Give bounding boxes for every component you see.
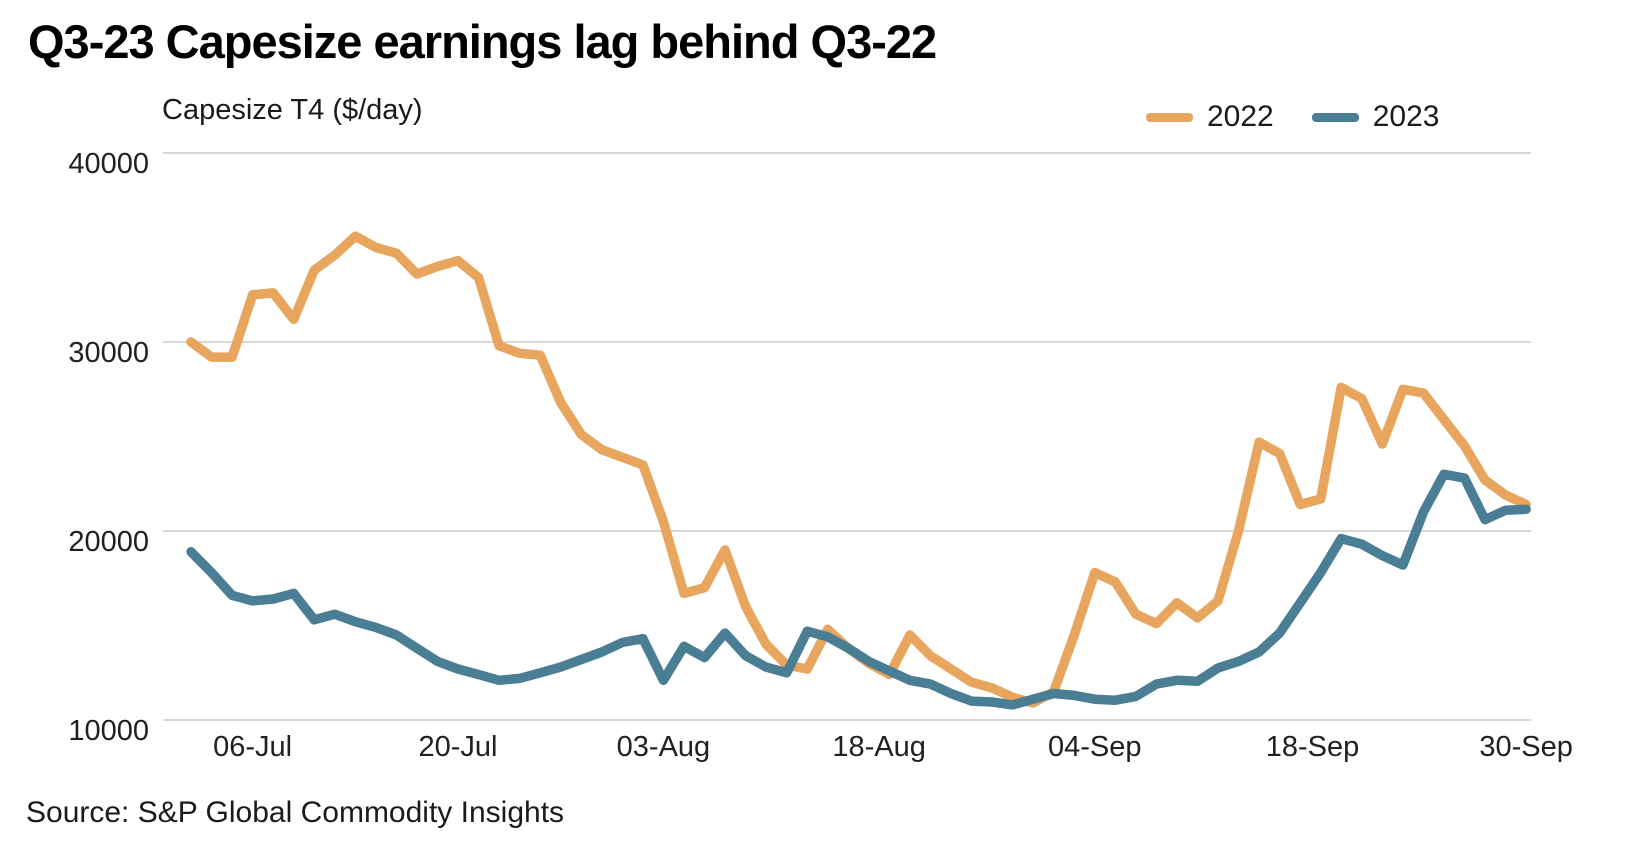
x-tick-label: 18-Aug xyxy=(832,731,926,763)
source-note: Source: S&P Global Commodity Insights xyxy=(26,796,565,829)
x-tick-label: 20-Jul xyxy=(419,731,498,763)
legend-swatch-2022 xyxy=(1146,112,1193,122)
x-tick-label: 03-Aug xyxy=(617,731,711,763)
legend-label-2023: 2023 xyxy=(1372,100,1440,133)
x-tick-label: 18-Sep xyxy=(1266,731,1360,763)
y-tick-label: 10000 xyxy=(68,715,149,747)
y-tick-label: 20000 xyxy=(68,526,149,558)
chart-title: Q3-23 Capesize earnings lag behind Q3-22 xyxy=(28,15,937,68)
x-tick-label: 06-Jul xyxy=(213,731,292,763)
y-axis-unit-label: Capesize T4 ($/day) xyxy=(162,94,423,126)
x-tick-label: 30-Sep xyxy=(1479,731,1573,763)
legend: 2022 2023 xyxy=(1146,100,1440,134)
legend-item-2022: 2022 xyxy=(1146,100,1274,134)
legend-item-2023: 2023 xyxy=(1311,100,1440,134)
y-tick-label: 30000 xyxy=(68,337,149,369)
x-tick-label: 04-Sep xyxy=(1048,731,1142,763)
legend-label-2022: 2022 xyxy=(1207,100,1274,133)
series-line-2023 xyxy=(186,469,1531,710)
legend-swatch-2023 xyxy=(1311,112,1359,122)
y-tick-label: 40000 xyxy=(68,148,149,180)
